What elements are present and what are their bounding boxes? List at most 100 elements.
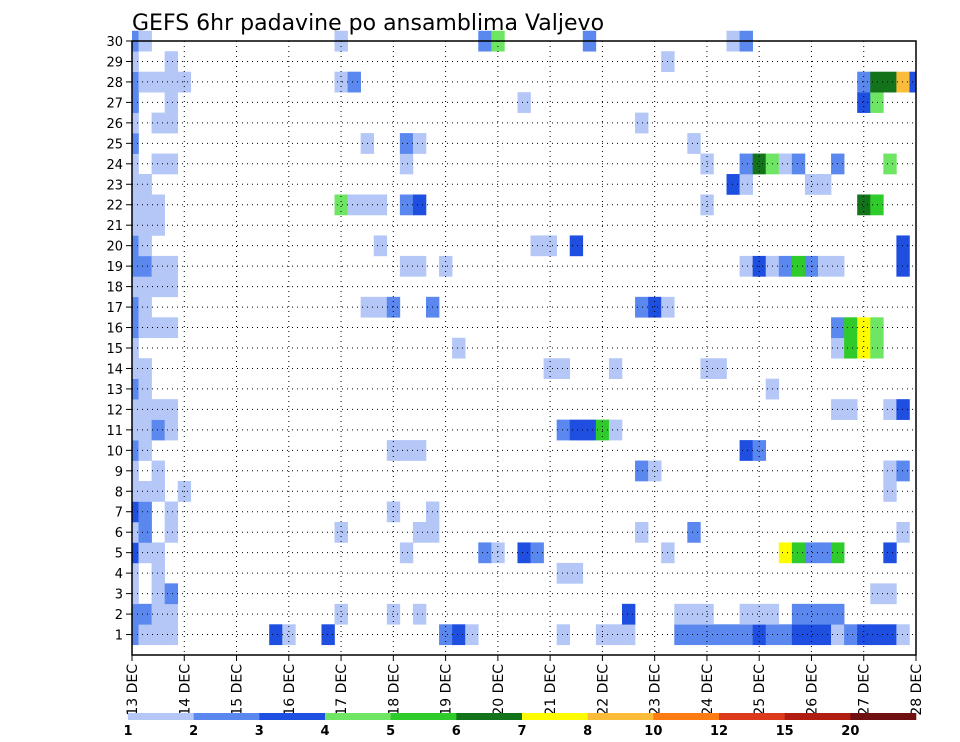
heatmap-cell — [517, 542, 531, 564]
heatmap-cell — [164, 153, 179, 175]
heatmap-cell — [347, 71, 361, 93]
heatmap-cell — [452, 337, 466, 359]
heatmap-cell — [896, 460, 910, 482]
colorbar-label: 2 — [189, 724, 198, 739]
y-tick-label: 27 — [106, 96, 123, 111]
heatmap-cell — [412, 521, 427, 543]
heatmap-cell — [896, 255, 910, 277]
heatmap-cell — [132, 358, 139, 379]
heatmap-cell — [138, 419, 152, 441]
y-tick-label: 20 — [106, 240, 123, 255]
heatmap-cell — [556, 624, 571, 646]
heatmap-cell — [138, 71, 152, 93]
heatmap-cell — [151, 112, 165, 134]
y-tick-label: 8 — [115, 485, 123, 500]
heatmap-cell — [883, 481, 897, 502]
heatmap-cell — [399, 153, 414, 175]
heatmap-cell — [791, 542, 806, 564]
heatmap-cell — [151, 624, 165, 646]
heatmap-cell — [556, 562, 571, 584]
heatmap-cell — [687, 603, 701, 625]
x-tick-label: 25 DEC — [752, 664, 768, 716]
heatmap-cell — [491, 542, 505, 564]
heatmap-cell — [674, 624, 688, 646]
colorbar-swatch — [259, 713, 326, 720]
heatmap-cell — [635, 112, 649, 134]
x-tick-label: 28 DEC — [909, 664, 925, 716]
x-tick-label: 26 DEC — [804, 664, 820, 716]
heatmap-cell — [465, 624, 479, 646]
x-tick-label: 24 DEC — [700, 664, 716, 716]
heatmap-cell — [818, 542, 832, 564]
heatmap-cell — [132, 51, 139, 72]
heatmap-cell — [543, 235, 557, 257]
heatmap-cell — [844, 624, 858, 646]
heatmap-cell — [132, 92, 139, 113]
colorbar-label: 7 — [517, 724, 526, 739]
heatmap-cell — [870, 624, 884, 646]
colorbar-swatch — [193, 713, 260, 720]
colorbar-label: 5 — [386, 724, 395, 739]
heatmap-cell — [164, 399, 179, 420]
heatmap-cell — [726, 624, 740, 646]
heatmap-cell — [132, 174, 139, 195]
heatmap-cell — [399, 440, 414, 461]
x-tick-label: 20 DEC — [491, 664, 507, 716]
heatmap-cell — [151, 481, 165, 502]
heatmap-cell — [687, 521, 701, 543]
heatmap-cell — [844, 399, 858, 420]
heatmap-cell — [151, 317, 165, 339]
heatmap-cell — [138, 603, 152, 625]
heatmap-cell — [818, 255, 832, 277]
heatmap-cell — [151, 276, 165, 298]
colorbar-label: 1 — [123, 724, 132, 739]
heatmap-cell — [164, 603, 179, 625]
heatmap-cell — [883, 153, 897, 175]
y-tick-label: 16 — [106, 322, 123, 337]
heatmap-cell — [347, 194, 361, 216]
heatmap-cell — [151, 255, 165, 277]
heatmap-cell — [177, 71, 192, 93]
x-tick-label: 15 DEC — [230, 664, 246, 716]
heatmap-cell — [132, 440, 139, 461]
heatmap-cell — [778, 153, 793, 175]
heatmap-cell — [386, 440, 401, 461]
colorbar-label: 6 — [452, 724, 461, 739]
heatmap-cell — [151, 603, 165, 625]
x-tick-label: 16 DEC — [282, 664, 298, 716]
y-tick-label: 6 — [115, 526, 123, 541]
heatmap-cell — [857, 337, 871, 359]
colorbar-swatch — [653, 713, 720, 720]
heatmap-cell — [373, 296, 388, 318]
colorbar-swatch — [587, 713, 654, 720]
x-tick-label: 17 DEC — [334, 664, 350, 716]
grid-lines — [132, 40, 916, 655]
heatmap-cell — [138, 358, 152, 379]
heatmap-cell — [132, 481, 139, 502]
heatmap-cell — [132, 583, 139, 605]
heatmap-cell — [138, 378, 152, 400]
heatmap-cell — [635, 296, 649, 318]
heatmap-cell — [138, 521, 152, 543]
heatmap-cell — [151, 194, 165, 216]
heatmap-cell — [132, 133, 139, 154]
heatmap-cell — [648, 296, 662, 318]
heatmap-cell — [883, 71, 897, 93]
heatmap-cell — [791, 624, 806, 646]
heatmap-cell — [132, 501, 139, 523]
heatmap-cell — [412, 440, 427, 461]
heatmap-cell — [138, 317, 152, 339]
heatmap-cell — [804, 624, 819, 646]
heatmap-cell — [804, 603, 819, 625]
heatmap-cell — [608, 419, 623, 441]
heatmap-cell — [478, 542, 492, 564]
x-tick-label: 18 DEC — [386, 664, 402, 716]
y-axis: 1234567891011121314151617181920212223242… — [106, 35, 132, 644]
heatmap-cell — [439, 624, 453, 646]
heatmap-cell — [164, 51, 179, 72]
heatmap-cell — [896, 624, 910, 646]
heatmap-cell — [844, 317, 858, 339]
heatmap-cell — [896, 235, 910, 257]
heatmap-cell — [556, 419, 571, 441]
